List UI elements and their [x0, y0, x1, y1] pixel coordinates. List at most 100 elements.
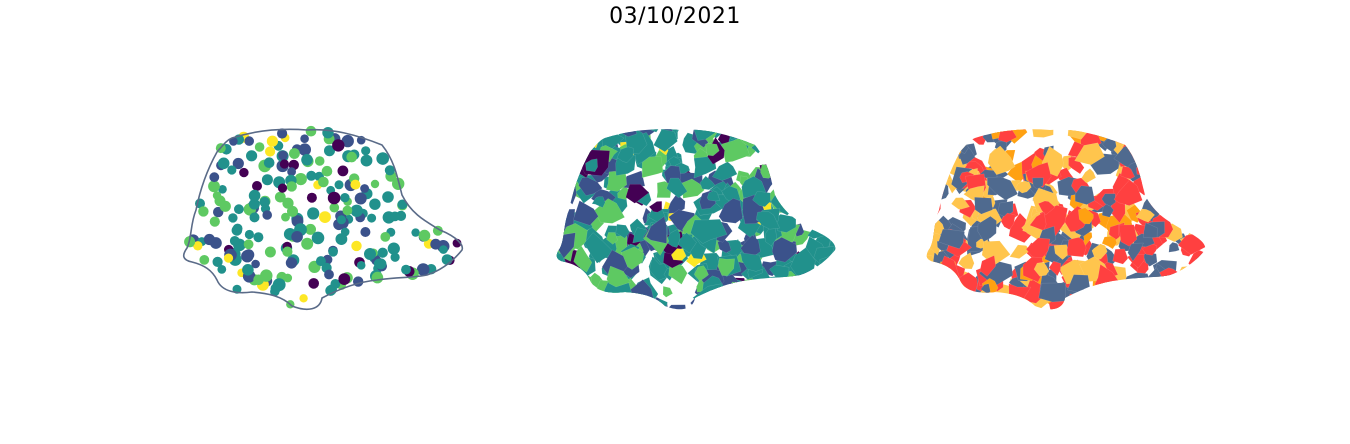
- map-point: [338, 273, 351, 285]
- municipality-cell: [813, 146, 836, 173]
- municipality-cell: [1091, 243, 1108, 261]
- map-point: [319, 211, 331, 223]
- municipality-cell: [749, 290, 764, 303]
- map-point: [229, 236, 240, 246]
- map-point: [203, 233, 215, 246]
- municipality-cell: [812, 131, 834, 153]
- map-point: [212, 256, 223, 267]
- map-point: [311, 231, 325, 245]
- map-point: [232, 157, 244, 170]
- municipality-cell: [1159, 148, 1181, 170]
- municipality-cell: [998, 129, 1017, 143]
- municipality-cell: [1114, 281, 1131, 295]
- municipality-cell: [718, 129, 731, 131]
- municipality-cell: [1118, 224, 1138, 247]
- municipality-cell: [1192, 293, 1206, 310]
- map-point: [282, 197, 294, 209]
- municipality-cell: [573, 244, 593, 273]
- map-point: [228, 213, 238, 223]
- municipality-cell: [1099, 306, 1115, 310]
- municipality-cell: [707, 190, 721, 202]
- map-point: [318, 176, 329, 188]
- municipality-cell: [775, 133, 797, 151]
- map-point: [244, 136, 254, 146]
- municipality-cell: [1142, 295, 1173, 310]
- municipality-cell: [599, 290, 622, 310]
- municipality-cell: [645, 129, 662, 133]
- municipality-cell: [810, 293, 831, 310]
- municipality-cell: [926, 136, 935, 152]
- map-point: [377, 247, 388, 258]
- municipality-cell: [666, 177, 688, 199]
- map-point: [308, 278, 319, 289]
- municipality-cell: [760, 131, 772, 140]
- municipality-cell: [927, 132, 961, 152]
- municipality-cell: [780, 147, 798, 165]
- municipality-cell: [1062, 304, 1073, 310]
- municipality-cell: [667, 129, 679, 134]
- municipality-cell: [1153, 301, 1166, 310]
- municipality-cell: [779, 129, 803, 141]
- municipality-cell: [1038, 200, 1056, 216]
- municipality-cell: [1177, 273, 1195, 296]
- map-point: [209, 216, 220, 227]
- municipality-cell: [1137, 298, 1155, 310]
- municipality-cell: [1101, 193, 1116, 207]
- map-point: [253, 232, 264, 243]
- municipality-cell: [690, 296, 705, 310]
- municipality-cell: [1038, 282, 1066, 303]
- municipality-cell: [953, 129, 975, 144]
- municipality-cell: [756, 131, 776, 149]
- map-point: [291, 231, 303, 243]
- municipality-cell: [979, 302, 998, 310]
- map-point: [243, 239, 254, 250]
- municipality-cell: [568, 129, 596, 149]
- municipality-cell: [1194, 142, 1206, 163]
- municipality-cell: [753, 129, 773, 134]
- municipality-cell: [1190, 283, 1206, 298]
- municipality-cell: [1194, 129, 1206, 146]
- municipality-cell: [771, 135, 781, 145]
- municipality-cell: [1195, 279, 1206, 299]
- municipality-cell: [1130, 302, 1152, 310]
- map-point: [369, 198, 381, 210]
- map-point: [430, 238, 442, 250]
- municipality-cell: [738, 281, 761, 304]
- municipality-cell: [1165, 288, 1187, 310]
- municipality-cell: [779, 186, 797, 207]
- map-point: [277, 128, 288, 139]
- municipality-cell: [1086, 299, 1110, 310]
- municipality-cell: [823, 306, 836, 310]
- map-point: [390, 211, 400, 222]
- map-point: [279, 159, 289, 169]
- map-point: [341, 134, 354, 148]
- map-panel-categorical: [915, 110, 1215, 320]
- categorical-layer: [926, 129, 1206, 310]
- municipality-cell: [1105, 294, 1129, 310]
- municipality-cell: [1143, 222, 1158, 239]
- municipality-cell: [1177, 133, 1202, 160]
- map-point: [335, 233, 348, 245]
- municipality-cell: [1145, 129, 1156, 139]
- municipality-cell: [778, 177, 796, 195]
- map-point: [351, 240, 362, 252]
- municipality-cell: [937, 129, 954, 132]
- municipality-cell: [665, 228, 681, 248]
- municipality-cell: [1053, 244, 1070, 260]
- municipality-cell: [1014, 129, 1027, 131]
- municipality-cell: [1155, 275, 1172, 289]
- municipality-cell: [1087, 289, 1120, 310]
- municipality-cell: [938, 228, 965, 249]
- map-point: [270, 283, 281, 294]
- municipality-cell: [1155, 157, 1180, 187]
- municipality-cell: [1147, 143, 1171, 169]
- municipality-cell: [1120, 166, 1135, 180]
- municipality-cell: [1197, 198, 1206, 216]
- municipality-cell: [740, 252, 764, 272]
- municipality-cell: [969, 292, 995, 310]
- municipality-cell: [1187, 206, 1201, 222]
- municipality-cell: [820, 195, 836, 223]
- municipality-cell: [817, 172, 836, 196]
- municipality-cell: [614, 129, 638, 137]
- map-point: [382, 191, 394, 203]
